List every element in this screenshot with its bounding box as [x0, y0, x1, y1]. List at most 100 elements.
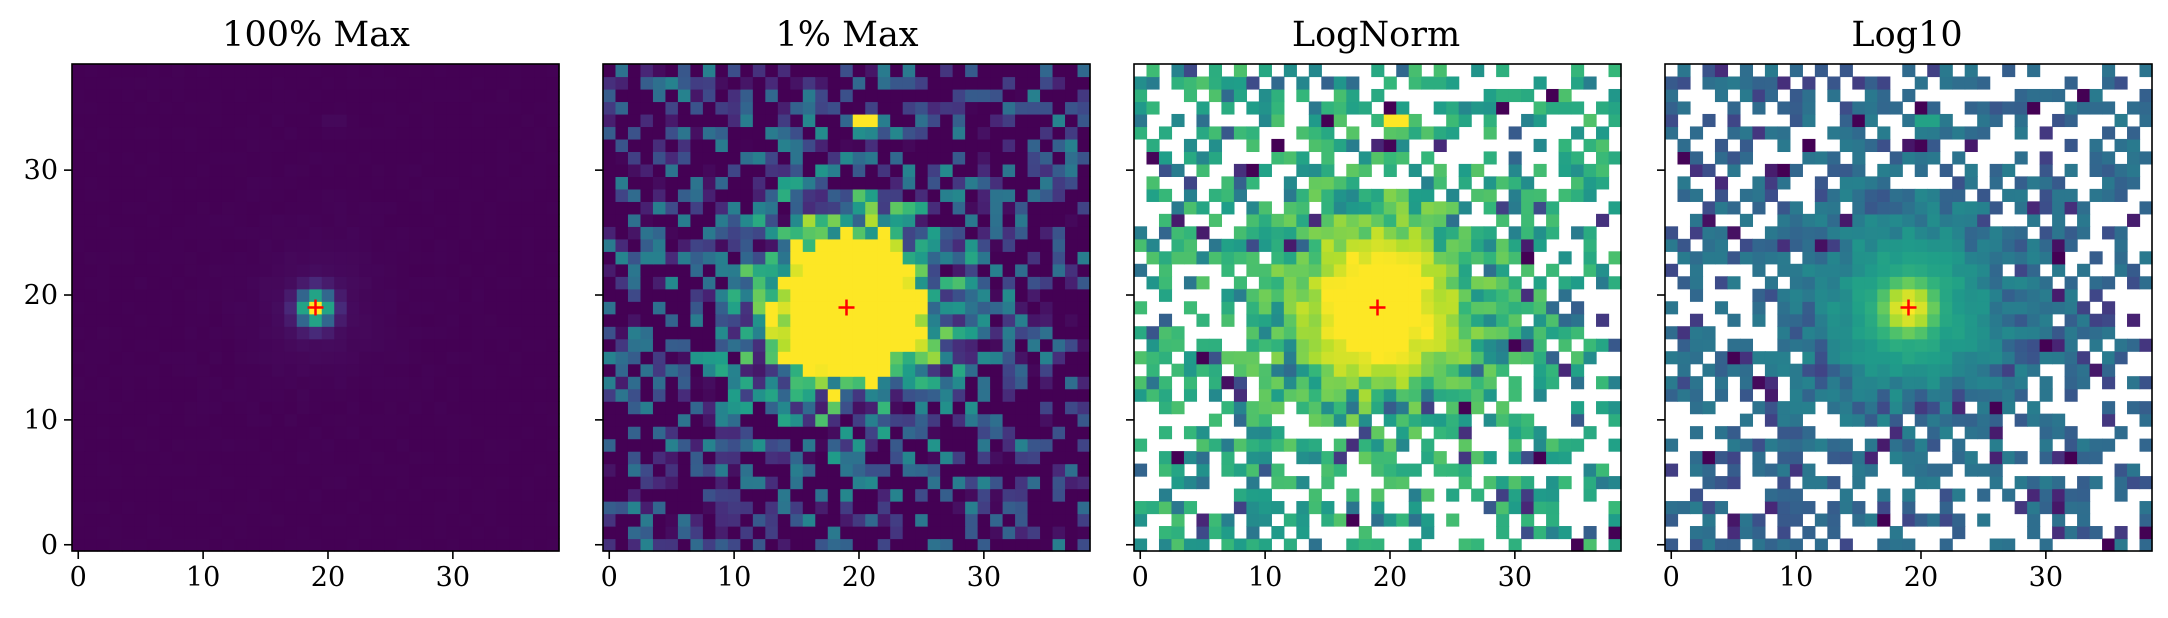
- panel-2-frame: [602, 63, 1091, 552]
- pixel-cell: [309, 351, 323, 365]
- y-tick-label: 30: [24, 155, 58, 186]
- pixel-cell: [1508, 276, 1522, 290]
- pixel-cell: [434, 301, 448, 315]
- pixel-cell: [1839, 163, 1853, 177]
- pixel-cell: [1396, 301, 1410, 315]
- pixel-cell: [940, 176, 954, 190]
- pixel-cell: [1989, 438, 2003, 452]
- pixel-cell: [321, 338, 335, 352]
- pixel-cell: [421, 363, 435, 377]
- pixel-cell: [1052, 513, 1066, 527]
- pixel-cell: [521, 501, 535, 515]
- pixel-cell: [134, 276, 148, 290]
- pixel-cell: [1827, 376, 1841, 390]
- pixel-cell: [765, 88, 779, 103]
- pixel-cell: [234, 138, 248, 153]
- pixel-cell: [2114, 188, 2128, 202]
- pixel-cell: [1171, 538, 1185, 552]
- pixel-cell: [2002, 376, 2016, 390]
- pixel-cell: [1446, 313, 1460, 327]
- pixel-cell: [902, 326, 916, 340]
- pixel-cell: [1015, 288, 1029, 302]
- pixel-cell: [1271, 388, 1285, 402]
- pixel-cell: [321, 126, 335, 140]
- pixel-cell: [234, 126, 248, 140]
- pixel-cell: [1346, 101, 1360, 115]
- pixel-cell: [171, 76, 185, 90]
- pixel-cell: [1927, 238, 1941, 252]
- pixel-cell: [1296, 338, 1310, 352]
- pixel-cell: [246, 263, 260, 277]
- pixel-cell: [1877, 251, 1891, 265]
- pixel-cell: [603, 113, 617, 128]
- pixel-cell: [1258, 263, 1272, 277]
- pixel-cell: [2139, 538, 2153, 552]
- pixel-cell: [146, 513, 161, 527]
- pixel-cell: [1521, 88, 1535, 103]
- pixel-cell: [865, 526, 879, 540]
- pixel-cell: [1271, 226, 1285, 240]
- pixel-cell: [309, 513, 323, 527]
- pixel-cell: [471, 301, 485, 315]
- pixel-cell: [1271, 301, 1285, 315]
- pixel-cell: [234, 363, 248, 377]
- pixel-cell: [396, 401, 410, 415]
- pixel-cell: [1371, 226, 1385, 240]
- pixel-cell: [890, 263, 904, 277]
- pixel-cell: [702, 176, 716, 190]
- pixel-cell: [284, 251, 298, 265]
- pixel-cell: [1196, 276, 1210, 290]
- pixel-cell: [765, 476, 779, 490]
- pixel-cell: [1040, 76, 1054, 90]
- pixel-cell: [1271, 426, 1285, 440]
- pixel-cell: [534, 513, 548, 527]
- pixel-cell: [296, 363, 310, 377]
- pixel-cell: [1371, 151, 1385, 165]
- pixel-cell: [234, 201, 248, 215]
- pixel-cell: [496, 476, 510, 490]
- pixel-cell: [209, 363, 223, 377]
- pixel-cell: [1015, 201, 1029, 215]
- pixel-cell: [221, 201, 235, 215]
- pixel-cell: [321, 276, 335, 290]
- pixel-cell: [877, 76, 891, 90]
- pixel-cell: [384, 64, 398, 78]
- pixel-cell: [1608, 88, 1622, 103]
- pixel-cell: [1902, 113, 1916, 128]
- pixel-cell: [1764, 188, 1778, 202]
- pixel-cell: [1002, 338, 1016, 352]
- pixel-cell: [827, 276, 841, 290]
- pixel-cell: [1727, 526, 1741, 540]
- pixel-cell: [802, 351, 816, 365]
- pixel-cell: [802, 388, 816, 402]
- pixel-cell: [1496, 363, 1510, 377]
- pixel-cell: [940, 226, 954, 240]
- pixel-cell: [1789, 501, 1803, 515]
- pixel-cell: [471, 101, 485, 115]
- pixel-cell: [221, 526, 235, 540]
- pixel-cell: [259, 251, 273, 265]
- pixel-cell: [615, 113, 629, 128]
- pixel-cell: [146, 251, 161, 265]
- pixel-cell: [1877, 126, 1891, 140]
- pixel-cell: [2077, 351, 2091, 365]
- pixel-cell: [134, 501, 148, 515]
- pixel-cell: [1939, 126, 1953, 140]
- pixel-cell: [96, 201, 111, 215]
- pixel-cell: [715, 363, 729, 377]
- pixel-cell: [952, 351, 966, 365]
- pixel-cell: [384, 388, 398, 402]
- pixel-cell: [852, 226, 866, 240]
- pixel-cell: [877, 138, 891, 153]
- pixel-cell: [346, 288, 360, 302]
- pixel-cell: [1864, 438, 1878, 452]
- pixel-cell: [965, 276, 979, 290]
- pixel-cell: [1508, 326, 1522, 340]
- pixel-cell: [1171, 213, 1185, 227]
- pixel-cell: [1171, 526, 1185, 540]
- pixel-cell: [1221, 313, 1235, 327]
- pixel-cell: [1321, 301, 1335, 315]
- pixel-cell: [1964, 388, 1978, 402]
- pixel-cell: [396, 138, 410, 153]
- pixel-cell: [603, 388, 617, 402]
